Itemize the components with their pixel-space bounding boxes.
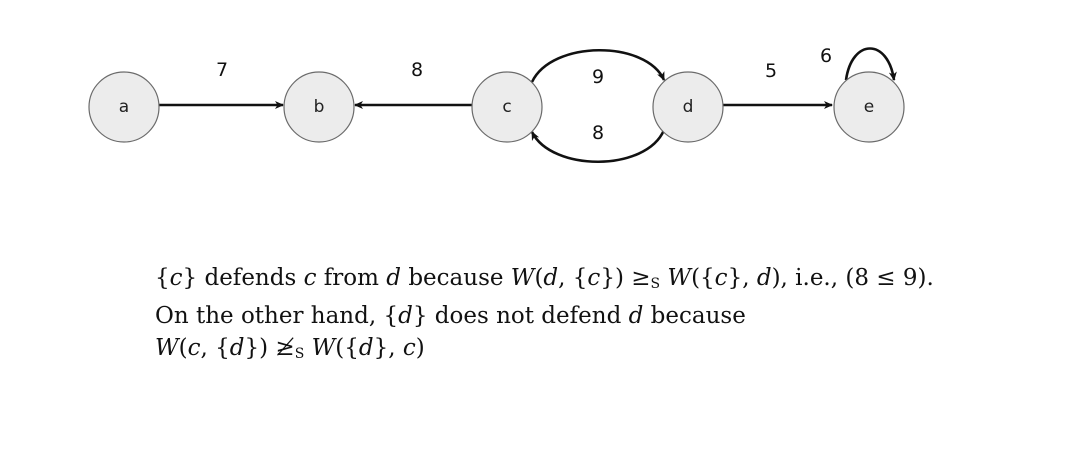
text-run: , { (200, 335, 230, 361)
node-c: c (471, 71, 543, 143)
math-var: W (667, 265, 692, 291)
math-var: c (714, 265, 728, 291)
edge-weight-d-c: 8 (592, 122, 604, 144)
text-run: because (643, 303, 746, 329)
text-run: ) (415, 335, 425, 361)
explanation-line-1: {c} defends c from d because W(d, {c}) ≥… (155, 262, 1015, 300)
edge-e-self-loop (844, 47, 897, 81)
text-run: ), i.e., (8 ≤ 9). (771, 265, 934, 291)
math-var: c (402, 335, 416, 361)
math-var: d (628, 303, 644, 329)
text-run: ( (534, 265, 544, 291)
math-var: c (587, 265, 601, 291)
text-run: }) ≱ (244, 335, 295, 361)
node-d: d (652, 71, 724, 143)
edge-c-to-d (530, 48, 666, 83)
node-b: b (283, 71, 355, 143)
text-run (304, 335, 311, 361)
math-var: d (229, 335, 245, 361)
text-run: from (316, 265, 387, 291)
math-var: c (187, 335, 201, 361)
text-run: } defends (182, 265, 304, 291)
text-run: because (401, 265, 511, 291)
node-c-label: c (502, 97, 511, 117)
argumentation-graph: 7 8 9 8 5 6 a b c d e (88, 45, 905, 164)
math-var: c (303, 265, 317, 291)
text-run: ({ (691, 265, 715, 291)
edge-weight-e-e: 6 (820, 45, 832, 67)
text-run: }, (727, 265, 757, 291)
node-d-label: d (683, 97, 694, 117)
math-var: d (386, 265, 402, 291)
math-var: W (311, 335, 336, 361)
edge-weight-d-e: 5 (765, 60, 777, 82)
math-var: c (169, 265, 183, 291)
math-var: d (756, 265, 772, 291)
text-run: }) ≥ (600, 265, 651, 291)
explanation-line-2: On the other hand, {d} does not defend d… (155, 300, 1015, 332)
text-run: , { (558, 265, 588, 291)
text-run: ( (178, 335, 188, 361)
node-a-label: a (119, 97, 129, 117)
text-run: ({ (335, 335, 359, 361)
subscript: S (650, 276, 661, 292)
math-var: W (510, 265, 535, 291)
subscript: S (294, 346, 305, 362)
text-run: } does not defend (412, 303, 629, 329)
node-a: a (88, 71, 160, 143)
edge-weight-c-d: 9 (592, 66, 604, 88)
text-run: }, (373, 335, 403, 361)
math-var: W (155, 335, 179, 361)
text-run: { (155, 265, 170, 291)
edge-weight-a-b: 7 (216, 59, 228, 81)
node-b-label: b (314, 97, 325, 117)
edge-d-to-c (530, 129, 666, 164)
node-e: e (833, 71, 905, 143)
edge-weight-c-b: 8 (411, 59, 423, 81)
explanation-text: {c} defends c from d because W(d, {c}) ≥… (155, 262, 1015, 370)
explanation-line-3: W(c, {d}) ≱S W({d}, c) (155, 332, 1015, 370)
math-var: d (358, 335, 374, 361)
node-e-label: e (864, 97, 874, 117)
math-var: d (543, 265, 559, 291)
math-var: d (398, 303, 413, 329)
text-run: On the other hand, { (155, 303, 399, 329)
